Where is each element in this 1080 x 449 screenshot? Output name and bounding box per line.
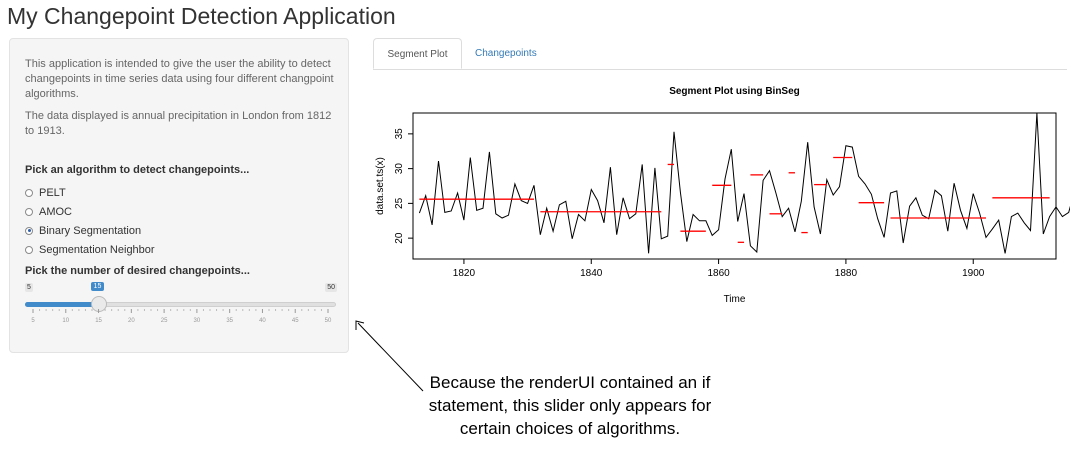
x-tick-label: 1860 xyxy=(707,268,730,279)
data-description: The data displayed is annual precipitati… xyxy=(25,110,332,137)
radio-binary-segmentation[interactable]: Binary Segmentation xyxy=(25,221,155,240)
page-title: My Changepoint Detection Application xyxy=(7,3,396,29)
slider-tick-label: 15 xyxy=(95,318,102,324)
radio-indicator[interactable] xyxy=(25,226,33,235)
slider-ticks: 5 10 15 20 25 30 35 40 45 50 xyxy=(31,309,332,324)
radio-indicator[interactable] xyxy=(25,207,33,216)
slider-tick-label: 25 xyxy=(161,318,168,324)
arrow-head xyxy=(355,320,365,330)
radio-label: Segmentation Neighbor xyxy=(39,243,155,256)
tab-segment-plot[interactable]: Segment Plot xyxy=(373,38,462,69)
x-tick-label: 1820 xyxy=(453,268,476,279)
plot-frame xyxy=(412,112,1057,260)
radio-segmentation-neighbor[interactable]: Segmentation Neighbor xyxy=(25,240,155,259)
x-tick-label: 1880 xyxy=(835,268,858,279)
slider-tick-label: 45 xyxy=(292,318,299,324)
y-axis-label: data.set.ts(x) xyxy=(375,157,386,215)
radio-indicator[interactable] xyxy=(25,188,33,197)
slider-min-label: 5 xyxy=(25,283,33,292)
sidebar-panel: This application is intended to give the… xyxy=(9,38,349,353)
chart-title: Segment Plot using BinSeg xyxy=(669,86,800,97)
slider-tick-label: 40 xyxy=(259,318,266,324)
x-tick-label: 1840 xyxy=(580,268,603,279)
data-series-line xyxy=(418,112,1070,254)
algorithm-radio-group: PELT AMOC Binary Segmentation Segmentati… xyxy=(25,183,155,259)
radio-label: PELT xyxy=(39,186,66,199)
algorithm-label: Pick an algorithm to detect changepoints… xyxy=(25,164,250,176)
y-tick-label: 20 xyxy=(394,232,405,244)
y-tick-label: 30 xyxy=(394,163,405,175)
slider-tick-label: 10 xyxy=(62,318,69,324)
segment-plot: Segment Plot using BinSeg 1820 1840 1860 188… xyxy=(375,86,1070,305)
changepoints-slider[interactable]: 5 50 15 5 10 15 20 25 30 35 40 45 50 xyxy=(25,281,337,331)
slider-fill xyxy=(25,302,99,307)
radio-label: AMOC xyxy=(39,205,72,218)
y-tick-label: 25 xyxy=(394,197,405,209)
slider-max-label: 50 xyxy=(325,283,337,292)
annotation-text: Because the renderUI contained an if sta… xyxy=(428,373,712,438)
tab-changepoints[interactable]: Changepoints xyxy=(475,48,537,59)
slider-tick-label: 50 xyxy=(325,318,332,324)
slider-tick-label: 20 xyxy=(128,318,135,324)
slider-tick-label: 5 xyxy=(31,318,35,324)
slider-tick-label: 35 xyxy=(226,318,233,324)
y-tick-label: 35 xyxy=(394,128,405,140)
radio-label: Binary Segmentation xyxy=(39,224,142,237)
x-tick-label: 1900 xyxy=(962,268,985,279)
radio-indicator[interactable] xyxy=(25,245,33,254)
radio-pelt[interactable]: PELT xyxy=(25,183,155,202)
tab-bar: Segment Plot Changepoints xyxy=(373,38,1067,70)
slider-tick-label: 30 xyxy=(194,318,201,324)
x-axis-label: Time xyxy=(724,294,746,305)
radio-amoc[interactable]: AMOC xyxy=(25,202,155,221)
changepoints-slider-label: Pick the number of desired changepoints.… xyxy=(25,265,250,277)
slider-value-label: 15 xyxy=(90,282,105,291)
app-description: This application is intended to give the… xyxy=(25,58,334,100)
